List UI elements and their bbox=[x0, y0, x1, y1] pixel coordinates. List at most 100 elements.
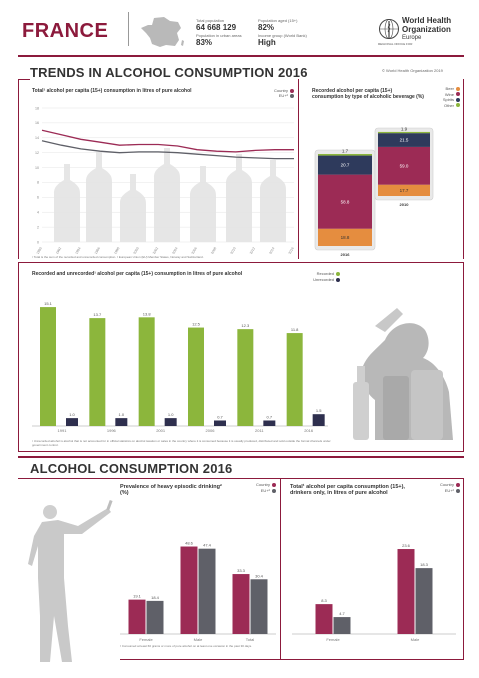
trend-series-line bbox=[41, 140, 294, 160]
country-title: FRANCE bbox=[22, 20, 109, 42]
legend-unrecorded-swatch bbox=[336, 277, 340, 282]
recorded-bar bbox=[138, 317, 155, 426]
drinkers-category-label: Male bbox=[411, 637, 420, 642]
consumption-bottom-rule bbox=[120, 659, 464, 660]
beverage-value-label: 18.8 bbox=[341, 235, 350, 240]
hed-legend-country-swatch bbox=[272, 482, 276, 487]
recorded-value-label: 11.8 bbox=[291, 327, 299, 332]
copyright: © World Health Organization 2019 bbox=[382, 68, 443, 73]
drinkers-chart: 8.3 4.7 Female 23.6 18.3 Male bbox=[292, 543, 456, 642]
beverage-segment-wine bbox=[378, 146, 430, 185]
legend-country-label: Country bbox=[273, 88, 288, 93]
hed-chart: 19.1 18.4 Female 48.6 47.4 Male 33.3 30.4 Total bbox=[120, 541, 276, 642]
beverage-segment-other bbox=[378, 131, 430, 134]
consumption-title-rule bbox=[18, 478, 464, 479]
trend-legend: Country EU+² bbox=[260, 88, 294, 98]
hed-bar-eu bbox=[250, 579, 268, 634]
consumption-panel-divider bbox=[280, 478, 281, 660]
legend-eu-swatch bbox=[290, 93, 294, 98]
beverage-chart-title: Recorded alcohol per capita (15+) consum… bbox=[312, 88, 424, 100]
header-rule bbox=[18, 55, 464, 57]
total-population-label: Total population bbox=[196, 18, 225, 23]
income-label: Income group (World Bank) bbox=[258, 33, 307, 38]
beverage-value-label: 1.9 bbox=[401, 126, 408, 131]
unrecorded-value-label: 1.0 bbox=[168, 412, 174, 417]
trend-xtick-label: 2010 bbox=[229, 246, 236, 254]
bottle-silhouette bbox=[260, 160, 286, 242]
trend-ytick-label: 0 bbox=[37, 240, 39, 244]
drinkers-value-label: 8.3 bbox=[321, 598, 327, 603]
legend-country-swatch bbox=[290, 88, 294, 93]
recorded-bar bbox=[237, 329, 254, 426]
beverage-value-label: 1.7 bbox=[342, 149, 349, 154]
who-line3: Europe bbox=[402, 35, 422, 41]
bottle-silhouette bbox=[226, 154, 252, 242]
recorded-bar bbox=[188, 327, 204, 426]
recunrec-legend: Recorded Unrecorded bbox=[290, 271, 340, 283]
trend-ytick-label: 18 bbox=[35, 106, 39, 110]
unrecorded-value-label: 0.7 bbox=[267, 414, 273, 419]
recunrec-category-label: 1991 bbox=[58, 428, 68, 433]
trend-series-line bbox=[41, 129, 294, 153]
beverage-value-label: 21.5 bbox=[400, 138, 409, 143]
beverage-segment-beer bbox=[318, 228, 372, 246]
drinkers-bar-eu bbox=[333, 617, 351, 634]
recorded-bar bbox=[89, 318, 106, 426]
legend-eu-label: EU+² bbox=[278, 93, 288, 98]
consumption-title: ALCOHOL CONSUMPTION 2016 bbox=[30, 461, 233, 476]
hed-legend-eu-label: EU+² bbox=[260, 488, 270, 493]
beverage-legend: Beer Wine Spirits Other bbox=[420, 86, 460, 108]
beverage-segment-beer bbox=[378, 184, 430, 196]
recunrec-frame-right bbox=[463, 262, 464, 452]
recunrec-category-label: 2006 bbox=[206, 428, 216, 433]
income-value: High bbox=[258, 38, 276, 47]
trend-ytick-label: 14 bbox=[35, 136, 39, 140]
legend-beer-label: Beer bbox=[445, 86, 454, 91]
drinkers-legend-eu-label: EU+² bbox=[444, 488, 454, 493]
total-population-value: 64 668 129 bbox=[196, 23, 237, 32]
drinkers-legend-eu-swatch bbox=[456, 488, 460, 493]
recunrec-category-label: 1996 bbox=[107, 428, 117, 433]
drinkers-legend: Country EU+² bbox=[426, 482, 460, 494]
trend-xtick-label: 1996 bbox=[94, 246, 101, 254]
hed-legend-eu-swatch bbox=[272, 488, 276, 493]
hed-legend: Country EU+² bbox=[244, 482, 276, 494]
trends-frame-left bbox=[18, 79, 464, 259]
drinkers-legend-country-label: Country bbox=[439, 482, 454, 487]
legend-wine-swatch bbox=[456, 92, 460, 97]
hed-chart-title: Prevalence of heavy episodic drinking² (… bbox=[120, 484, 222, 496]
urban-value: 83% bbox=[196, 38, 213, 47]
standing-man-illustration bbox=[28, 499, 113, 662]
legend-other-swatch bbox=[456, 103, 460, 108]
drinkers-value-label: 4.7 bbox=[339, 611, 345, 616]
bottle-silhouette bbox=[154, 148, 180, 242]
trend-ytick-label: 12 bbox=[35, 151, 39, 155]
unrecorded-value-label: 0.7 bbox=[217, 414, 223, 419]
unrecorded-value-label: 1.5 bbox=[316, 408, 322, 413]
recunrec-note: ¹ Unrecorded alcohol is alcohol that is … bbox=[32, 439, 331, 447]
beverage-value-label: 17.7 bbox=[400, 188, 409, 193]
legend-other-label: Other bbox=[443, 102, 454, 108]
trend-ytick-label: 6 bbox=[37, 196, 39, 200]
france-map-icon bbox=[141, 17, 184, 47]
hed-bar-country bbox=[232, 574, 250, 634]
trend-xtick-label: 1990 bbox=[36, 246, 43, 254]
trend-xtick-label: 1992 bbox=[55, 246, 62, 254]
who-logo-icon bbox=[379, 19, 399, 39]
trends-panel-divider bbox=[298, 79, 299, 259]
trend-xtick-label: 2000 bbox=[133, 246, 140, 254]
trend-ytick-label: 4 bbox=[37, 211, 39, 215]
drinking-man-illustration bbox=[353, 308, 453, 440]
glass-year-label: 2010 bbox=[400, 202, 410, 207]
hed-category-label: Female bbox=[139, 637, 153, 642]
who-line2: Organization bbox=[402, 25, 451, 34]
trend-xtick-label: 2008 bbox=[210, 246, 217, 254]
hed-value-label: 33.3 bbox=[237, 568, 246, 573]
bottle-silhouette bbox=[120, 174, 146, 242]
glass-year-label: 2016 bbox=[341, 252, 351, 257]
drinkers-bar-country bbox=[397, 549, 415, 634]
trend-xtick-label: 1998 bbox=[113, 246, 120, 254]
legend-recorded-swatch bbox=[336, 271, 340, 276]
trend-ytick-label: 8 bbox=[37, 181, 39, 185]
drinkers-bar-eu bbox=[415, 568, 433, 634]
